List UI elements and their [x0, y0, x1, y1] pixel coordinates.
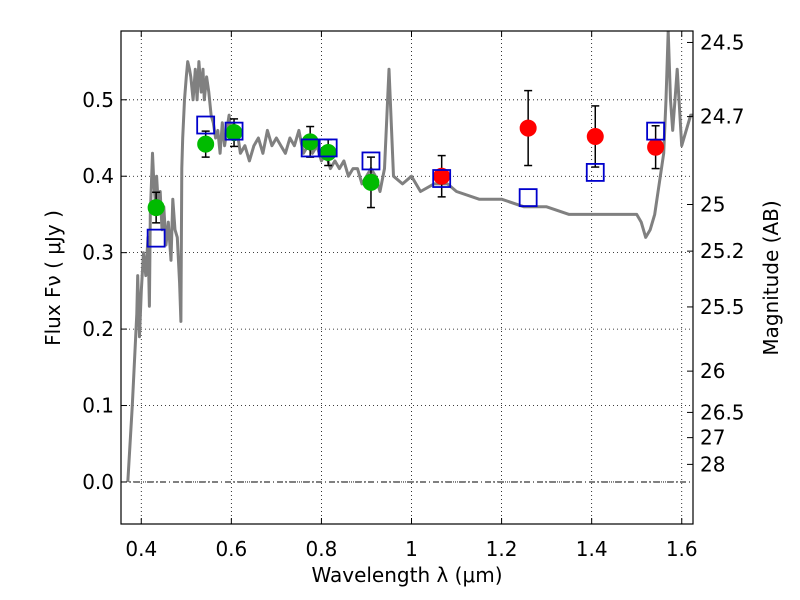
magnitude-tick-label: 26 — [700, 359, 725, 383]
model-photometry-square — [224, 121, 244, 141]
photometry-point — [362, 173, 380, 191]
model-photometry-square — [318, 138, 338, 158]
photometry-point — [147, 199, 165, 217]
photometry-point — [197, 135, 215, 153]
magnitude-tick-label: 28 — [700, 452, 725, 476]
x-tick-label: 0.4 — [125, 537, 157, 561]
photometry-point — [301, 133, 319, 151]
photometry-point — [519, 119, 537, 137]
magnitude-tick-label: 25 — [700, 193, 725, 217]
grid-lines — [121, 31, 693, 524]
model-photometry-square — [585, 163, 605, 182]
y-axis-label: Flux Fν ( μJy ) — [41, 210, 65, 346]
plot-frame — [120, 30, 694, 525]
magnitude-axis-label: Magnitude (AB) — [759, 200, 783, 355]
magnitude-tick-label: 25.5 — [700, 295, 745, 319]
magnitude-tick-label: 25.2 — [700, 239, 745, 263]
magnitude-tick-label: 24.7 — [700, 105, 745, 129]
model-photometry-square — [146, 228, 166, 248]
magnitude-tick-label: 27 — [700, 426, 725, 450]
magnitude-tick-label: 26.5 — [700, 400, 745, 424]
model-photometry-square — [518, 188, 538, 208]
y-tick-label: 0.1 — [82, 394, 114, 418]
model-photometry-square — [432, 169, 452, 188]
x-tick-label: 1 — [405, 537, 418, 561]
photometry-point — [319, 144, 337, 162]
x-tick-label: 1.4 — [576, 537, 608, 561]
model-photometry-square — [196, 115, 216, 135]
axes: 0.4 0.6 0.8 1 1.2 1.4 1.6 0.0 0.1 0.2 0.3 0.4 0.5 24.… — [82, 30, 744, 561]
model-photometry-square — [646, 121, 666, 141]
y-tick-label: 0.0 — [82, 470, 114, 494]
y-tick-label: 0.4 — [82, 164, 114, 188]
y-tick-label: 0.3 — [82, 241, 114, 265]
x-tick-label: 1.2 — [486, 537, 518, 561]
photometry-point — [225, 124, 243, 142]
y-tick-label: 0.5 — [82, 88, 114, 112]
y-tick-label: 0.2 — [82, 317, 114, 341]
x-axis-label: Wavelength λ (μm) — [311, 563, 502, 587]
model-sed-line — [126, 31, 693, 483]
x-tick-label: 1.6 — [666, 537, 698, 561]
x-tick-label: 0.8 — [306, 537, 338, 561]
model-photometry-square — [361, 151, 381, 171]
photometry-marks — [146, 89, 666, 248]
model-photometry-square — [300, 138, 320, 158]
magnitude-tick-label: 24.5 — [700, 30, 745, 54]
photometry-point — [647, 138, 665, 156]
photometry-point — [586, 127, 604, 145]
x-tick-label: 0.6 — [215, 537, 247, 561]
